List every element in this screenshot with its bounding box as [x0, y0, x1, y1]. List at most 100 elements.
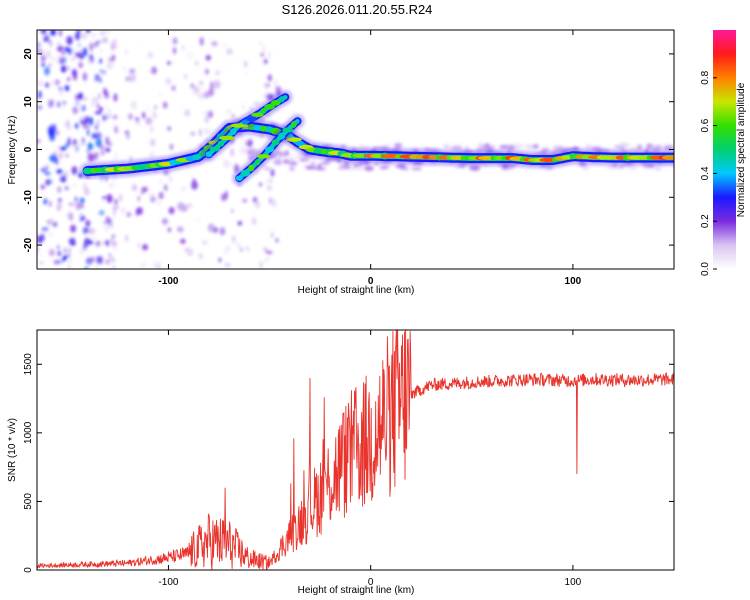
- haze-speck: [451, 145, 463, 151]
- noise-speck: [67, 137, 71, 147]
- noise-speck: [107, 61, 113, 66]
- noise-speck: [262, 47, 266, 51]
- noise-speck: [94, 110, 102, 115]
- noise-speck: [227, 108, 231, 115]
- noise-speck: [263, 58, 268, 64]
- ridge-blob: [219, 135, 236, 141]
- noise-speck: [227, 65, 232, 70]
- haze-speck: [337, 166, 346, 170]
- ridge-blob: [241, 119, 249, 125]
- noise-speck: [275, 86, 282, 92]
- noise-speck: [40, 167, 46, 173]
- noise-speck: [50, 30, 56, 36]
- noise-speck: [111, 241, 118, 246]
- noise-speck: [37, 175, 43, 180]
- noise-speck: [272, 198, 277, 208]
- noise-speck: [236, 60, 243, 66]
- noise-speck: [152, 261, 158, 269]
- noise-speck: [37, 105, 43, 110]
- noise-speck: [258, 182, 263, 187]
- colorbar-tick-label: 0.2: [700, 214, 711, 228]
- noise-speck: [169, 143, 174, 150]
- noise-speck: [119, 194, 122, 202]
- haze-speck: [617, 165, 625, 169]
- snr-ytick-label: 500: [23, 493, 34, 510]
- noise-speck: [99, 106, 104, 112]
- noise-speck: [39, 261, 44, 265]
- noise-speck: [104, 110, 111, 116]
- noise-speck: [264, 247, 267, 252]
- noise-speck: [198, 252, 204, 260]
- noise-speck: [129, 73, 137, 82]
- noise-speck: [120, 66, 128, 71]
- haze-speck: [532, 144, 539, 149]
- noise-speck: [104, 30, 112, 35]
- noise-speck: [56, 186, 62, 193]
- noise-speck: [66, 76, 71, 82]
- noise-speck: [85, 30, 91, 33]
- noise-speck: [245, 71, 248, 75]
- noise-speck: [104, 103, 109, 109]
- noise-speck: [230, 148, 234, 157]
- noise-speck: [237, 221, 242, 226]
- noise-speck: [66, 66, 70, 71]
- noise-speck: [184, 109, 191, 117]
- noise-speck: [74, 32, 81, 41]
- noise-speck: [64, 153, 70, 158]
- noise-speck: [64, 186, 70, 190]
- haze-speck: [298, 157, 310, 162]
- noise-speck: [37, 79, 43, 87]
- noise-speck: [113, 152, 118, 161]
- noise-speck: [252, 196, 258, 203]
- noise-speck: [108, 142, 112, 146]
- noise-speck: [85, 219, 91, 227]
- noise-speck: [83, 96, 88, 101]
- noise-speck: [99, 30, 107, 36]
- noise-speck: [47, 126, 54, 135]
- noise-speck: [190, 83, 195, 89]
- noise-speck: [74, 123, 79, 129]
- haze-speck: [637, 144, 643, 150]
- noise-speck: [99, 77, 102, 83]
- ridge-blob: [248, 164, 255, 172]
- noise-speck: [254, 200, 261, 209]
- noise-speck: [87, 148, 90, 154]
- noise-speck: [77, 52, 81, 57]
- noise-speck: [81, 33, 87, 39]
- noise-speck: [266, 185, 273, 191]
- ridge-blob: [561, 155, 573, 160]
- noise-speck: [227, 162, 232, 167]
- noise-speck: [105, 195, 110, 199]
- noise-speck: [41, 62, 45, 67]
- noise-speck: [79, 202, 84, 209]
- noise-speck: [259, 41, 263, 46]
- noise-speck: [158, 191, 164, 200]
- noise-speck: [76, 30, 82, 34]
- haze-speck: [289, 167, 295, 171]
- noise-speck: [134, 44, 140, 49]
- noise-speck: [56, 130, 59, 136]
- noise-speck: [83, 187, 90, 196]
- figure-title: S126.2026.011.20.55.R24: [282, 2, 433, 17]
- noise-speck: [105, 147, 111, 153]
- haze-speck: [646, 143, 654, 149]
- noise-speck: [58, 198, 62, 203]
- haze-speck: [614, 145, 621, 149]
- noise-speck: [97, 255, 104, 265]
- ridge-blob: [205, 151, 213, 158]
- noise-speck: [112, 205, 120, 210]
- noise-speck: [113, 244, 119, 253]
- haze-speck: [524, 144, 536, 151]
- noise-speck: [251, 217, 257, 226]
- ridge-blob: [271, 139, 280, 146]
- snr-xtick-label: -100: [158, 577, 178, 588]
- haze-speck: [627, 166, 638, 170]
- haze-speck: [400, 167, 410, 170]
- noise-speck: [62, 255, 67, 261]
- haze-speck: [582, 166, 590, 170]
- noise-speck: [150, 151, 154, 158]
- noise-speck: [124, 155, 129, 159]
- noise-speck: [111, 234, 116, 239]
- snr-xtick-label: 0: [368, 577, 374, 588]
- noise-speck: [122, 207, 125, 214]
